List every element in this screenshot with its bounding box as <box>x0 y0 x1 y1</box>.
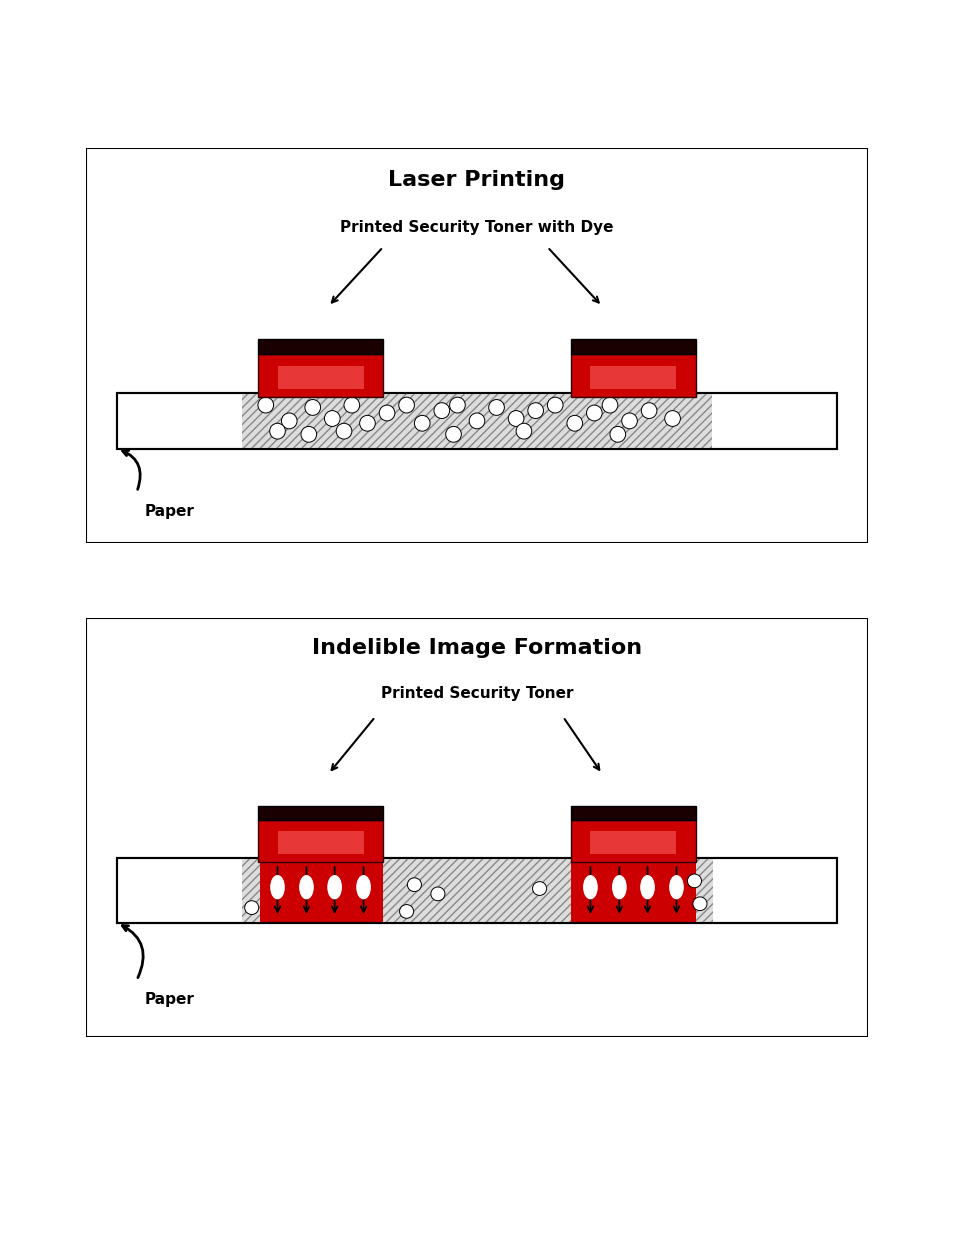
Bar <box>117 393 836 448</box>
Ellipse shape <box>640 876 654 899</box>
Bar <box>570 858 696 923</box>
Circle shape <box>664 410 679 426</box>
Circle shape <box>414 415 430 431</box>
Text: Laser Printing: Laser Printing <box>388 170 565 190</box>
Circle shape <box>566 415 582 431</box>
Circle shape <box>257 398 274 412</box>
Circle shape <box>449 398 465 412</box>
Circle shape <box>586 405 601 421</box>
Circle shape <box>434 403 449 419</box>
Circle shape <box>281 412 296 429</box>
Ellipse shape <box>328 876 341 899</box>
Ellipse shape <box>356 876 370 899</box>
Bar <box>117 858 836 923</box>
Circle shape <box>270 424 285 440</box>
Bar <box>117 393 836 448</box>
Ellipse shape <box>612 876 625 899</box>
Bar <box>570 353 696 398</box>
Circle shape <box>244 900 258 914</box>
Bar <box>242 393 711 448</box>
Circle shape <box>344 398 359 412</box>
Circle shape <box>301 426 316 442</box>
Bar <box>242 858 259 923</box>
Bar <box>570 820 696 862</box>
Bar <box>570 340 696 353</box>
Text: Printed Security Toner: Printed Security Toner <box>380 687 573 701</box>
Ellipse shape <box>583 876 597 899</box>
Bar <box>257 340 383 353</box>
Bar <box>117 858 836 923</box>
Circle shape <box>469 412 484 429</box>
Text: Paper: Paper <box>145 992 194 1007</box>
Bar <box>257 353 383 398</box>
Circle shape <box>305 400 320 415</box>
Circle shape <box>547 398 562 412</box>
Circle shape <box>324 410 339 426</box>
Bar <box>590 366 676 389</box>
Circle shape <box>516 424 531 440</box>
Circle shape <box>335 424 352 440</box>
Circle shape <box>445 426 461 442</box>
Text: Printed Security Toner with Dye: Printed Security Toner with Dye <box>340 220 613 235</box>
Text: Indelible Image Formation: Indelible Image Formation <box>312 638 641 658</box>
Circle shape <box>527 403 543 419</box>
Bar <box>257 806 383 820</box>
Circle shape <box>398 398 414 412</box>
Bar <box>590 831 676 855</box>
Circle shape <box>692 897 706 910</box>
Bar <box>277 831 363 855</box>
Bar <box>257 858 383 923</box>
Text: Paper: Paper <box>145 504 194 519</box>
Circle shape <box>508 410 523 426</box>
Circle shape <box>687 874 700 888</box>
Ellipse shape <box>271 876 284 899</box>
Circle shape <box>488 400 504 415</box>
Circle shape <box>640 403 657 419</box>
Circle shape <box>609 426 625 442</box>
Circle shape <box>399 904 414 919</box>
Bar <box>696 858 713 923</box>
Circle shape <box>359 415 375 431</box>
Bar <box>570 806 696 820</box>
Circle shape <box>407 878 421 892</box>
Circle shape <box>621 412 637 429</box>
Bar <box>277 366 363 389</box>
Circle shape <box>601 398 618 412</box>
Bar <box>383 858 570 923</box>
Circle shape <box>378 405 395 421</box>
Circle shape <box>532 882 546 895</box>
Ellipse shape <box>669 876 682 899</box>
Bar <box>257 820 383 862</box>
Ellipse shape <box>299 876 313 899</box>
Circle shape <box>431 887 444 900</box>
